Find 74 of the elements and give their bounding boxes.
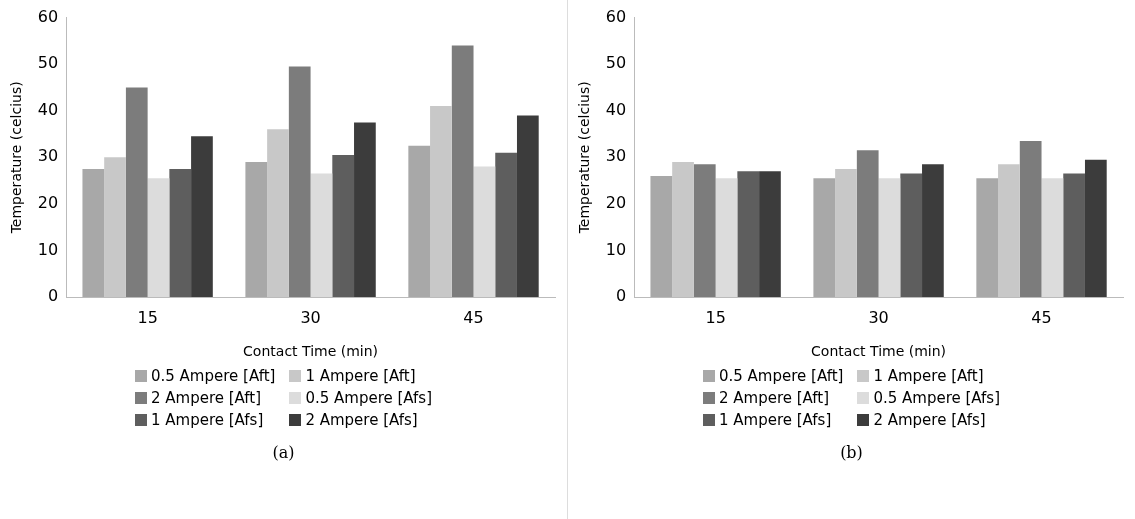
y-tick-label: 50	[605, 53, 627, 73]
x-axis-title: Contact Time (min)	[243, 343, 379, 360]
y-tick-label: 40	[605, 99, 627, 119]
legend-label: 1 Ampere [Aft]	[305, 367, 416, 385]
legend-label: 1 Ampere [Afs]	[718, 411, 832, 429]
legend-label: 2 Ampere [Aft]	[150, 389, 262, 407]
bar	[835, 168, 857, 297]
x-tick-label: 15	[705, 307, 726, 327]
y-tick-label: 50	[37, 53, 59, 73]
bar	[288, 66, 311, 297]
y-tick-label: 0	[47, 286, 59, 306]
bar	[759, 171, 781, 297]
bar	[191, 136, 213, 297]
x-tick-label: 15	[137, 307, 158, 327]
bar	[1063, 173, 1085, 297]
y-tick-label: 60	[605, 6, 627, 26]
bar	[267, 129, 289, 297]
bar	[147, 178, 170, 297]
y-tick-label: 20	[605, 193, 627, 213]
legend-label: 2 Ampere [Aft]	[718, 389, 830, 407]
bar	[856, 150, 879, 297]
bar	[451, 45, 474, 297]
y-tick-label: 40	[37, 99, 59, 119]
x-tick-label: 45	[463, 307, 484, 327]
bar	[82, 168, 105, 297]
bar	[332, 154, 355, 297]
bar	[1041, 178, 1064, 297]
bar	[408, 145, 431, 297]
bar	[310, 173, 333, 297]
legend-label: 1 Ampere [Afs]	[150, 411, 264, 429]
bar	[104, 157, 126, 297]
legend-label: 0.5 Ampere [Afs]	[873, 389, 1001, 407]
text: (a)	[271, 443, 296, 462]
y-tick-label: 10	[37, 239, 59, 259]
x-tick-label: 30	[300, 307, 321, 327]
y-axis-title: Temperature (celcius)	[8, 81, 25, 235]
y-tick-label: 20	[37, 193, 59, 213]
y-tick-label: 0	[615, 286, 627, 306]
bar	[1084, 159, 1107, 297]
legend-label: 2 Ampere [Afs]	[873, 411, 986, 429]
legend-label: 0.5 Ampere [Afs]	[305, 389, 433, 407]
bar	[976, 178, 999, 297]
bar	[169, 168, 192, 297]
x-tick-label: 45	[1031, 307, 1052, 327]
text: (b)	[839, 443, 864, 462]
legend-label: 2 Ampere [Afs]	[305, 411, 418, 429]
bar	[737, 171, 760, 297]
bar	[495, 152, 517, 297]
bar	[516, 115, 539, 297]
bar	[998, 164, 1020, 297]
y-tick-label: 30	[605, 146, 627, 166]
x-axis-title: Contact Time (min)	[811, 343, 947, 360]
bar	[430, 106, 452, 297]
bar	[715, 178, 738, 297]
y-tick-label: 30	[37, 146, 59, 166]
bar	[672, 161, 694, 297]
y-axis-title: Temperature (celcius)	[576, 81, 593, 235]
y-tick-label: 60	[37, 6, 59, 26]
bar	[813, 178, 836, 297]
bar	[900, 173, 923, 297]
legend-label: 1 Ampere [Aft]	[873, 367, 984, 385]
bar	[125, 87, 148, 297]
legend-label: 0.5 Ampere [Aft]	[718, 367, 844, 385]
bar	[245, 161, 268, 297]
y-tick-label: 10	[605, 239, 627, 259]
bar	[354, 122, 376, 297]
x-tick-label: 30	[868, 307, 889, 327]
bar	[473, 166, 496, 297]
legend-label: 0.5 Ampere [Aft]	[150, 367, 276, 385]
bar	[650, 175, 673, 297]
bar	[693, 164, 716, 297]
bar	[878, 178, 901, 297]
bar	[1019, 141, 1042, 297]
bar	[922, 164, 944, 297]
